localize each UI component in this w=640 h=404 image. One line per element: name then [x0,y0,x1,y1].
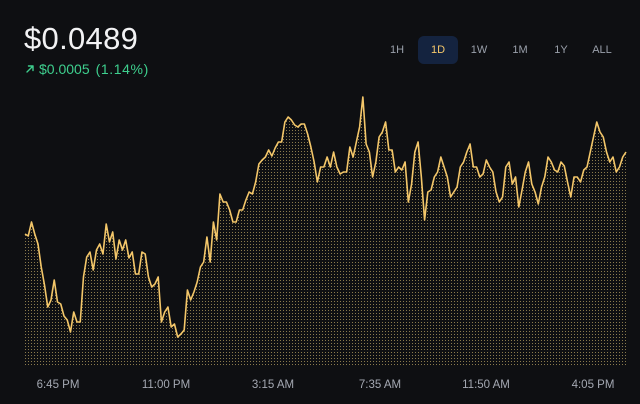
price-area-fill [25,97,626,366]
x-tick-label: 7:35 AM [359,379,401,391]
x-tick-label: 11:00 PM [142,379,190,391]
price-change-value: $0.0005 [39,61,90,77]
x-tick-label: 11:50 AM [462,379,510,391]
current-price: $0.0489 [24,21,139,56]
range-1d-button[interactable]: 1D [418,36,458,64]
x-tick-label: 6:45 PM [37,379,80,391]
range-1h-button[interactable]: 1H [389,44,405,56]
range-1w-button[interactable]: 1W [470,44,488,56]
range-all-button[interactable]: ALL [592,44,612,56]
range-1y-button[interactable]: 1Y [554,44,568,56]
x-axis-labels: 6:45 PM 11:00 PM 3:15 AM 7:35 AM 11:50 A… [37,379,615,391]
x-tick-label: 3:15 AM [252,379,294,391]
price-change-percent: (1.14%) [95,61,149,77]
price-change: $0.0005 (1.14%) [25,60,149,78]
time-range-selector: 1H 1D 1W 1M 1Y ALL [376,36,622,64]
x-tick-label: 4:05 PM [572,379,615,391]
arrow-up-right-icon [26,65,34,73]
price-line-path [24,96,627,338]
range-1m-button[interactable]: 1M [512,44,528,56]
price-area [25,97,626,366]
price-line [24,96,627,338]
